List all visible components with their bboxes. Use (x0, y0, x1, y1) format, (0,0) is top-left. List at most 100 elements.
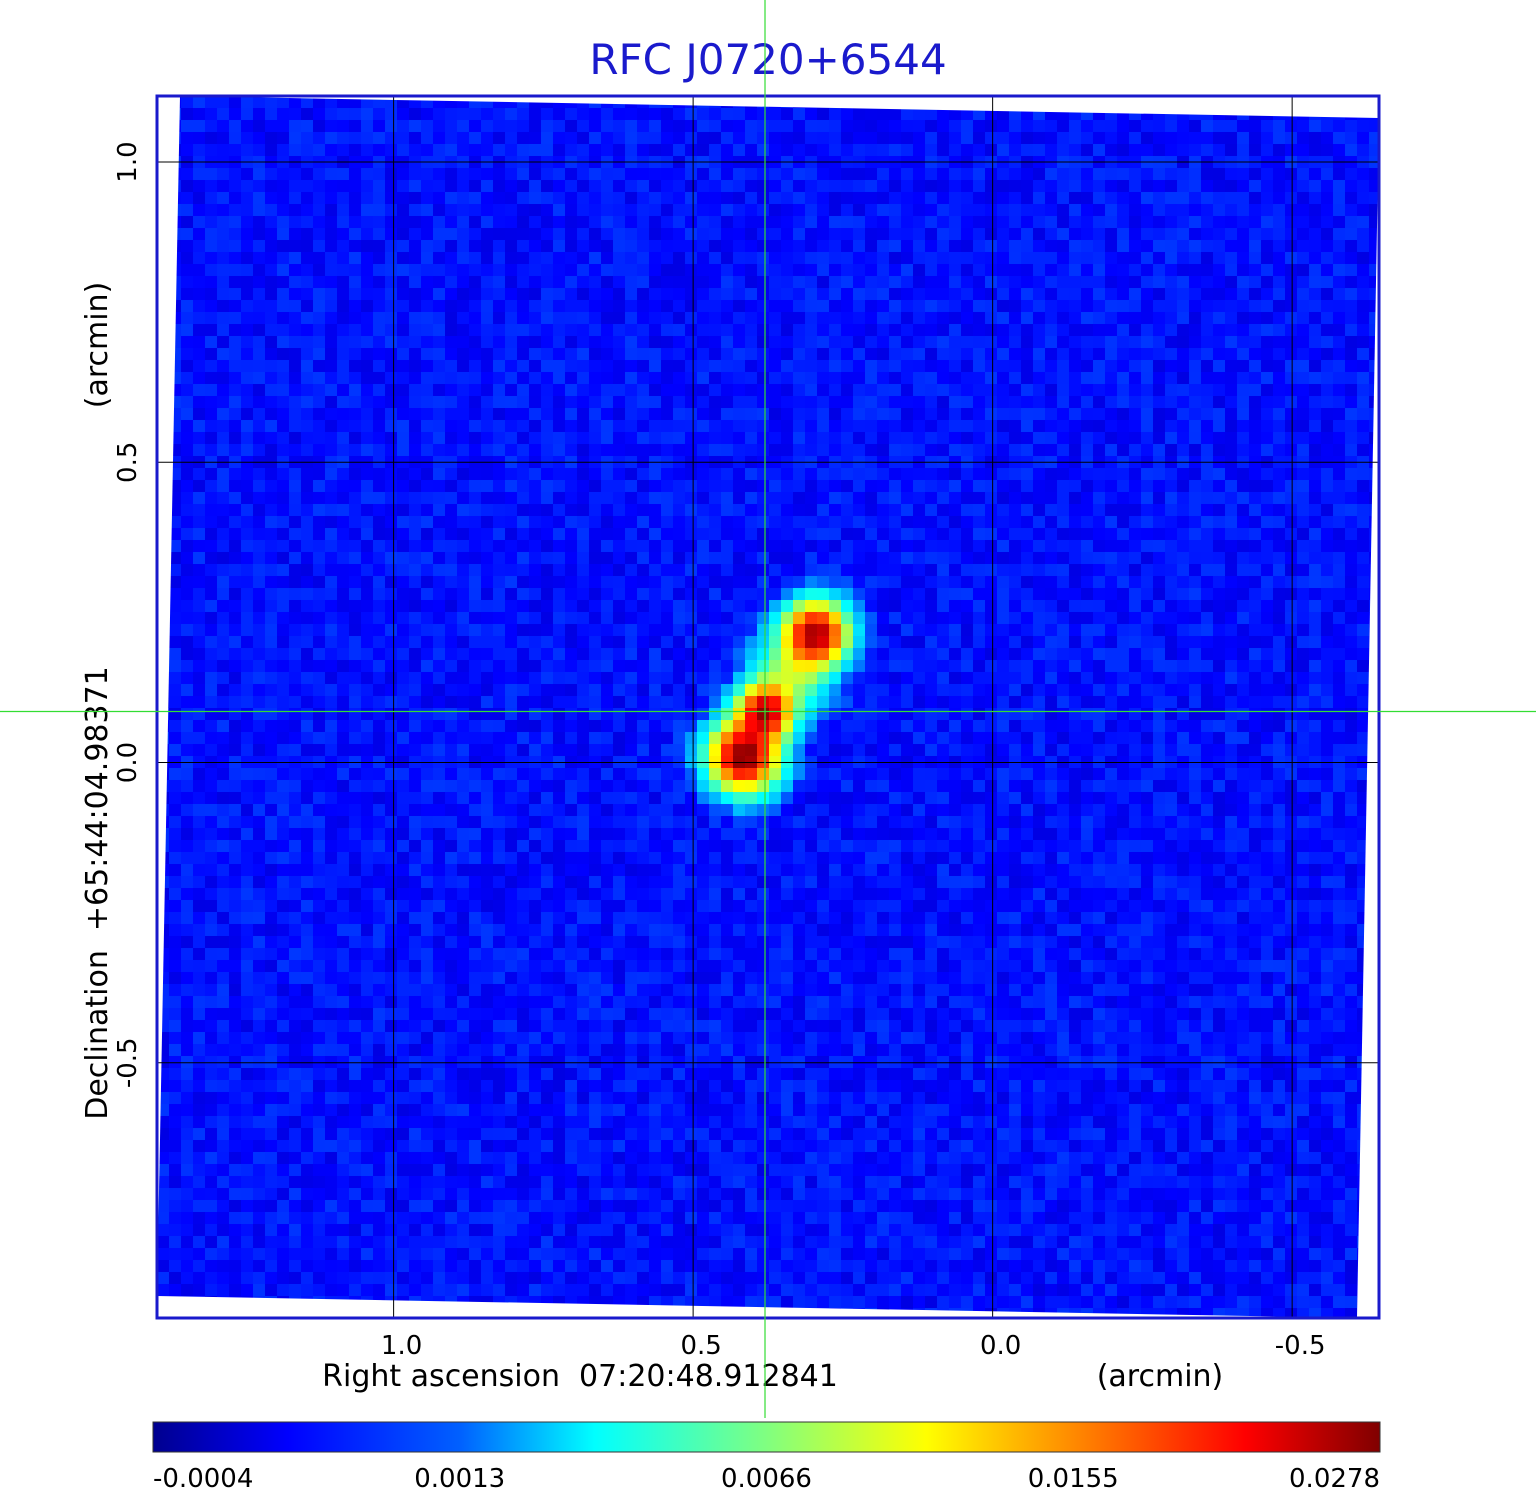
heatmap-cell (1105, 324, 1117, 336)
heatmap-cell (865, 276, 877, 288)
heatmap-cell (649, 648, 661, 660)
heatmap-cell (1105, 276, 1117, 288)
heatmap-cell (1345, 264, 1357, 276)
heatmap-cell (1201, 660, 1213, 672)
heatmap-cell (781, 204, 793, 216)
heatmap-cell (1261, 228, 1273, 240)
heatmap-cell (757, 552, 769, 564)
heatmap-cell (685, 300, 697, 312)
heatmap-cell (949, 420, 961, 432)
heatmap-cell (709, 108, 721, 120)
heatmap-cell (1273, 300, 1285, 312)
heatmap-cell (397, 564, 409, 576)
heatmap-cell (337, 672, 349, 684)
heatmap-cell (229, 600, 241, 612)
heatmap-cell (793, 276, 805, 288)
heatmap-cell (385, 360, 397, 372)
heatmap-cell (193, 552, 205, 564)
heatmap-cell (1033, 648, 1045, 660)
heatmap-cell (433, 288, 445, 300)
heatmap-cell (337, 600, 349, 612)
heatmap-cell (529, 636, 541, 648)
heatmap-cell (661, 228, 673, 240)
heatmap-cell (925, 540, 937, 552)
heatmap-cell (601, 540, 613, 552)
heatmap-cell (1345, 396, 1357, 408)
heatmap-cell (997, 252, 1009, 264)
heatmap-cell (613, 252, 625, 264)
heatmap-cell (745, 420, 757, 432)
heatmap-cell (973, 648, 985, 660)
heatmap-cell (1069, 672, 1081, 684)
heatmap-cell (697, 468, 709, 480)
heatmap-cell (913, 552, 925, 564)
heatmap-cell (673, 372, 685, 384)
heatmap-cell (265, 612, 277, 624)
heatmap-cell (565, 660, 577, 672)
heatmap-cell (457, 204, 469, 216)
heatmap-cell (913, 564, 925, 576)
heatmap-cell (637, 300, 649, 312)
heatmap-cell (673, 552, 685, 564)
heatmap-cell (517, 660, 529, 672)
heatmap-cell (505, 168, 517, 180)
heatmap-cell (481, 624, 493, 636)
heatmap-cell (1261, 108, 1273, 120)
heatmap-cell (997, 612, 1009, 624)
heatmap-cell (529, 588, 541, 600)
heatmap-cell (697, 180, 709, 192)
heatmap-cell (937, 108, 949, 120)
heatmap-cell (1333, 276, 1345, 288)
heatmap-cell (1033, 564, 1045, 576)
heatmap-cell (709, 396, 721, 408)
heatmap-cell (805, 192, 817, 204)
heatmap-cell (433, 252, 445, 264)
heatmap-cell (745, 168, 757, 180)
heatmap-cell (277, 588, 289, 600)
heatmap-cell (1261, 396, 1273, 408)
heatmap-cell (1273, 252, 1285, 264)
heatmap-cell (1069, 144, 1081, 156)
heatmap-cell (1009, 540, 1021, 552)
heatmap-cell (337, 516, 349, 528)
heatmap-cell (469, 540, 481, 552)
heatmap-cell (265, 564, 277, 576)
heatmap-cell (361, 420, 373, 432)
heatmap-cell (961, 480, 973, 492)
heatmap-cell (649, 108, 661, 120)
heatmap-cell (1273, 660, 1285, 672)
heatmap-cell (601, 144, 613, 156)
heatmap-cell (853, 216, 865, 228)
heatmap-cell (589, 612, 601, 624)
heatmap-cell (997, 120, 1009, 132)
heatmap-cell (745, 636, 757, 648)
heatmap-cell (1117, 480, 1129, 492)
heatmap-cell (625, 672, 637, 684)
heatmap-cell (205, 408, 217, 420)
heatmap-cell (889, 276, 901, 288)
heatmap-cell (529, 624, 541, 636)
heatmap-cell (325, 108, 337, 120)
heatmap-cell (1309, 468, 1321, 480)
heatmap-cell (445, 468, 457, 480)
heatmap-cell (997, 528, 1009, 540)
heatmap-cell (1105, 408, 1117, 420)
heatmap-cell (1153, 300, 1165, 312)
heatmap-cell (1321, 324, 1333, 336)
heatmap-cell (241, 648, 253, 660)
heatmap-cell (169, 300, 181, 312)
heatmap-cell (1237, 468, 1249, 480)
heatmap-cell (157, 264, 169, 276)
heatmap-cell (1321, 444, 1333, 456)
heatmap-cell (1165, 348, 1177, 360)
heatmap-cell (433, 564, 445, 576)
heatmap-cell (1309, 660, 1321, 672)
heatmap-cell (577, 120, 589, 132)
heatmap-cell (1033, 120, 1045, 132)
heatmap-cell (913, 420, 925, 432)
heatmap-cell (1105, 192, 1117, 204)
heatmap-cell (1201, 204, 1213, 216)
heatmap-cell (901, 228, 913, 240)
heatmap-cell (529, 216, 541, 228)
heatmap-cell (637, 228, 649, 240)
